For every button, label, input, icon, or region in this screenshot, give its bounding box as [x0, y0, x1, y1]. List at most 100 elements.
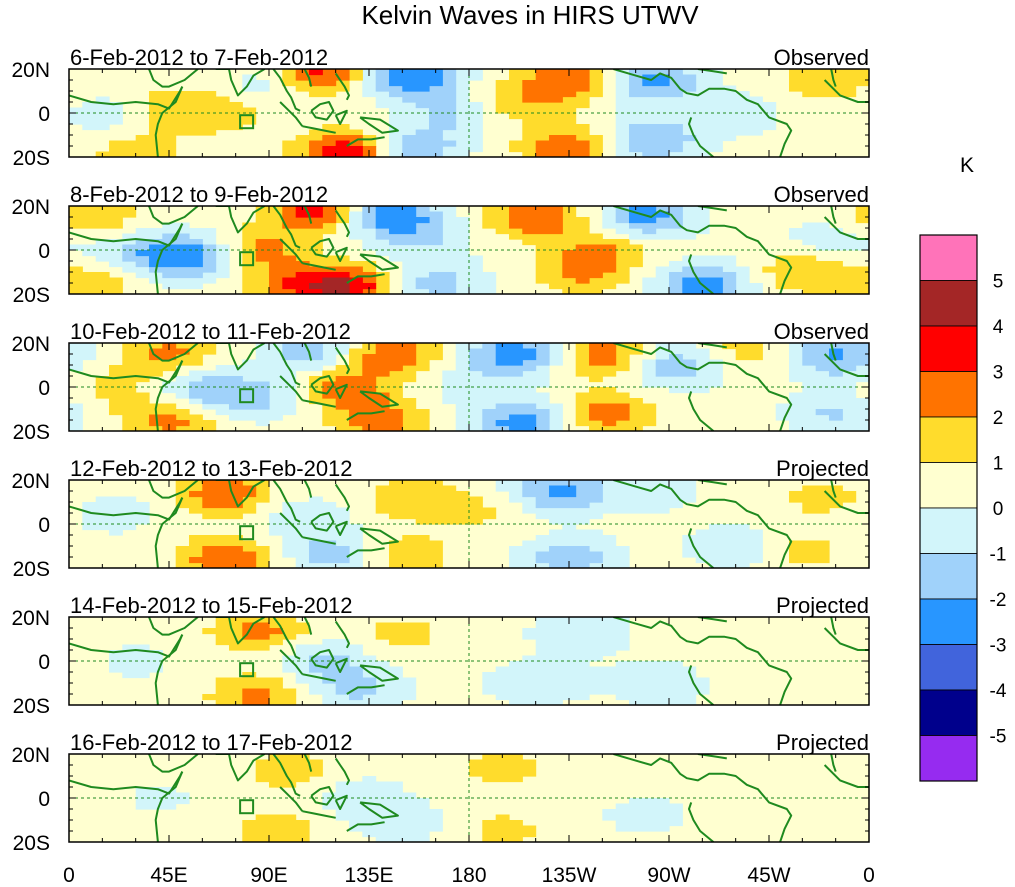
coastline — [613, 617, 793, 705]
coastline — [310, 375, 335, 395]
coastline — [303, 69, 313, 87]
colorbar-swatch — [919, 280, 978, 327]
panel-ticks — [68, 342, 870, 432]
panel-status-label: Observed — [774, 319, 869, 344]
y-tick-label: 0 — [38, 651, 50, 674]
coastline — [310, 512, 335, 532]
y-tick-label: 20N — [11, 59, 50, 82]
coastline — [830, 343, 837, 361]
coastline — [613, 754, 793, 842]
y-tick-label: 0 — [38, 240, 50, 263]
coastline — [688, 117, 715, 157]
panel-status-label: Observed — [774, 182, 869, 207]
coastline — [823, 216, 869, 240]
panel-status-label: Projected — [776, 593, 869, 618]
panel-ticks — [68, 68, 870, 158]
y-tick-label: 20N — [11, 607, 50, 630]
colorbar-swatch — [919, 416, 978, 463]
colorbar-swatch — [919, 371, 978, 418]
contour-level-region — [135, 776, 683, 842]
coastline — [830, 206, 837, 224]
coastline — [688, 802, 715, 842]
panel-1: 6-Feb-2012 to 7-Feb-2012 Observed 20N 0 20S — [11, 45, 870, 170]
region-box-marker — [239, 114, 255, 130]
panel-status-label: Projected — [776, 730, 869, 755]
coastline — [823, 764, 869, 788]
coastline — [272, 617, 301, 660]
coastline — [359, 116, 399, 134]
coastline — [302, 125, 336, 134]
panel-6: 16-Feb-2012 to 17-Feb-2012 Projected 20N 0 2… — [11, 730, 870, 855]
coastline — [148, 617, 199, 636]
panel-ticks — [68, 479, 870, 569]
coastline — [272, 343, 301, 386]
y-tick-label: 20S — [13, 695, 50, 718]
coastline — [310, 649, 335, 669]
contour-level-region — [242, 622, 283, 705]
contour-level-region — [149, 343, 630, 431]
y-tick-label: 20N — [11, 470, 50, 493]
contour-level-region — [495, 343, 843, 431]
coastline — [613, 343, 793, 431]
chart-title: Kelvin Waves in HIRS UTWV — [361, 0, 699, 30]
colorbar-tick-label: 4 — [993, 317, 1004, 338]
panel-4: 12-Feb-2012 to 13-Feb-2012 Projected 20N 0 2… — [11, 456, 870, 581]
coastline — [334, 72, 350, 101]
y-tick-label: 20S — [13, 832, 50, 855]
coastline — [154, 360, 184, 431]
colorbar: K 5 4 3 2 1 0 -1 -2 -3 -4 -5 — [919, 154, 1007, 782]
coastline — [303, 206, 313, 224]
coastline — [215, 617, 266, 645]
contour-level-region — [109, 617, 710, 705]
coastline — [302, 673, 336, 682]
panel-date-range: 12-Feb-2012 to 13-Feb-2012 — [70, 456, 353, 481]
coastline — [346, 684, 385, 695]
coastline — [148, 69, 199, 88]
coastline — [613, 480, 793, 568]
coastline — [272, 69, 301, 112]
panel-2: 8-Feb-2012 to 9-Feb-2012 Observed 20N 0 20S — [11, 182, 870, 307]
panel-3-coastlines — [69, 343, 869, 431]
panel-ticks — [68, 753, 870, 843]
contour-level-region — [189, 480, 257, 568]
coastline — [215, 206, 266, 234]
coastline — [272, 206, 301, 249]
x-tick-label: 45W — [747, 864, 790, 887]
coastline — [830, 754, 837, 772]
contour-level-region — [69, 69, 777, 157]
region-box-marker — [239, 662, 255, 678]
coastline — [613, 69, 793, 157]
coastline — [303, 617, 313, 635]
coastline — [346, 547, 385, 558]
colorbar-swatch — [919, 553, 978, 600]
coastline — [823, 79, 869, 103]
y-tick-label: 0 — [38, 788, 50, 811]
y-tick-label: 20S — [13, 558, 50, 581]
panel-3: 10-Feb-2012 to 11-Feb-2012 Observed 20N 0 20… — [11, 319, 870, 444]
colorbar-tick-label: 3 — [993, 363, 1004, 384]
y-tick-label: 0 — [38, 377, 50, 400]
coastline — [823, 627, 869, 651]
y-tick-label: 20S — [13, 421, 50, 444]
region-box-marker — [239, 251, 255, 267]
coastline — [310, 101, 335, 121]
y-tick-label: 20N — [11, 196, 50, 219]
coastline — [154, 634, 184, 705]
coastline — [359, 527, 399, 545]
coastline — [359, 390, 399, 408]
region-box-marker — [239, 388, 255, 404]
coastline — [688, 391, 715, 431]
colorbar-tick-label: -2 — [990, 590, 1007, 611]
colorbar-swatch — [919, 735, 978, 782]
contour-level-region — [309, 69, 363, 157]
coastline — [215, 480, 266, 508]
panel-stack: 6-Feb-2012 to 7-Feb-2012 Observed20N020S8… — [11, 45, 870, 855]
coastline — [346, 136, 385, 147]
panel-6-coastlines — [69, 754, 869, 842]
panel-status-label: Observed — [774, 45, 869, 70]
coastline — [688, 528, 715, 568]
y-tick-label: 0 — [38, 514, 50, 537]
coastline — [310, 786, 335, 806]
y-tick-label: 0 — [38, 103, 50, 126]
